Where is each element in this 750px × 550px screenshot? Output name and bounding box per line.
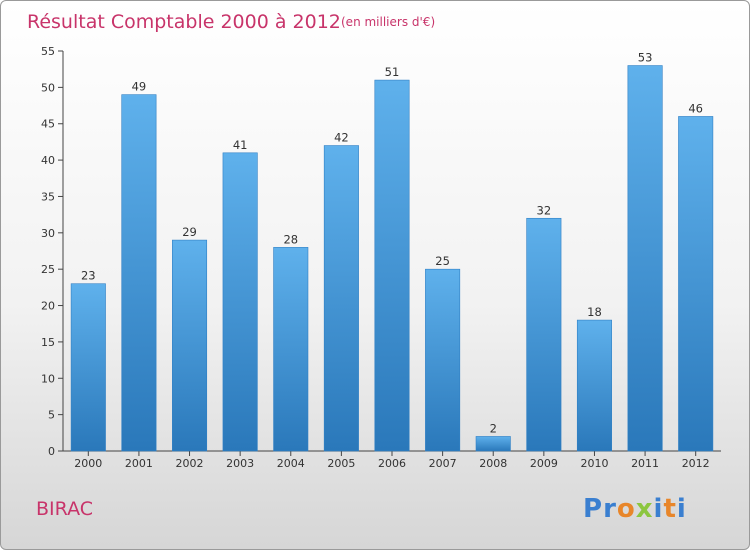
bar-2009	[526, 217, 562, 452]
bar-2012	[678, 116, 714, 452]
value-label-2009: 32	[537, 203, 552, 217]
value-label-2006: 51	[385, 65, 400, 79]
value-label-2002: 29	[182, 225, 197, 239]
bar-2011	[627, 65, 663, 452]
logo-letter: i	[654, 494, 664, 524]
bar-2004	[273, 247, 309, 452]
value-label-2004: 28	[283, 232, 298, 246]
bar-2005	[323, 145, 359, 452]
x-tick-label: 2007	[429, 457, 457, 470]
x-tick-label: 2001	[125, 457, 153, 470]
bar-2007	[425, 268, 461, 452]
bar-2010	[576, 319, 612, 452]
x-tick-label: 2005	[327, 457, 355, 470]
value-label-2001: 49	[132, 80, 147, 94]
bar-2008	[475, 436, 511, 452]
logo-letter: x	[636, 494, 654, 524]
x-tick-label: 2009	[530, 457, 558, 470]
y-tick-label: 10	[41, 372, 55, 385]
x-tick-label: 2006	[378, 457, 406, 470]
x-tick-label: 2010	[580, 457, 608, 470]
bar-2003	[222, 152, 258, 452]
bars	[70, 65, 714, 452]
value-labels: 23 49 29 41 28 42 51 25 2 32 18 53 46	[81, 51, 703, 436]
logo-letter: P	[583, 494, 603, 524]
y-tick-label: 15	[41, 336, 55, 349]
chart-subtitle: (en milliers d'€)	[341, 15, 435, 29]
value-label-2007: 25	[435, 254, 450, 268]
y-tick-label: 40	[41, 154, 55, 167]
logo-letter: o	[617, 494, 636, 524]
proxiti-logo: Proxiti	[583, 494, 687, 524]
bar-2006	[374, 79, 410, 452]
value-label-2008: 2	[490, 421, 497, 435]
bar-2001	[121, 94, 157, 452]
value-label-2012: 46	[688, 101, 703, 115]
value-label-2011: 53	[638, 51, 653, 65]
x-tick-label: 2012	[682, 457, 710, 470]
chart-title: Résultat Comptable 2000 à 2012	[27, 11, 341, 33]
x-tick-label: 2000	[74, 457, 102, 470]
logo-letter: t	[663, 494, 676, 524]
logo-letter: r	[603, 494, 617, 524]
bar-2002	[172, 239, 208, 452]
y-tick-label: 0	[48, 445, 55, 458]
y-tick-label: 30	[41, 227, 55, 240]
x-tick-label: 2003	[226, 457, 254, 470]
y-tick-label: 50	[41, 81, 55, 94]
x-tick-label: 2004	[277, 457, 305, 470]
x-tick-label: 2011	[631, 457, 659, 470]
y-tick-label: 20	[41, 300, 55, 313]
axes: 0 5 10 15 20 25 30 35 40 45 50 55 2000 2001 2002 2003 20…	[41, 45, 721, 470]
value-label-2005: 42	[334, 131, 349, 145]
y-tick-label: 5	[48, 409, 55, 422]
y-tick-label: 25	[41, 263, 55, 276]
bar-2000	[70, 283, 106, 452]
x-tick-label: 2002	[176, 457, 204, 470]
x-tick-label: 2008	[479, 457, 507, 470]
y-tick-label: 55	[41, 45, 55, 58]
value-label-2010: 18	[587, 305, 602, 319]
y-tick-label: 45	[41, 118, 55, 131]
value-label-2003: 41	[233, 138, 248, 152]
value-label-2000: 23	[81, 269, 96, 283]
y-tick-label: 35	[41, 190, 55, 203]
commune-name: BIRAC	[36, 498, 93, 520]
logo-letter: i	[677, 494, 687, 524]
